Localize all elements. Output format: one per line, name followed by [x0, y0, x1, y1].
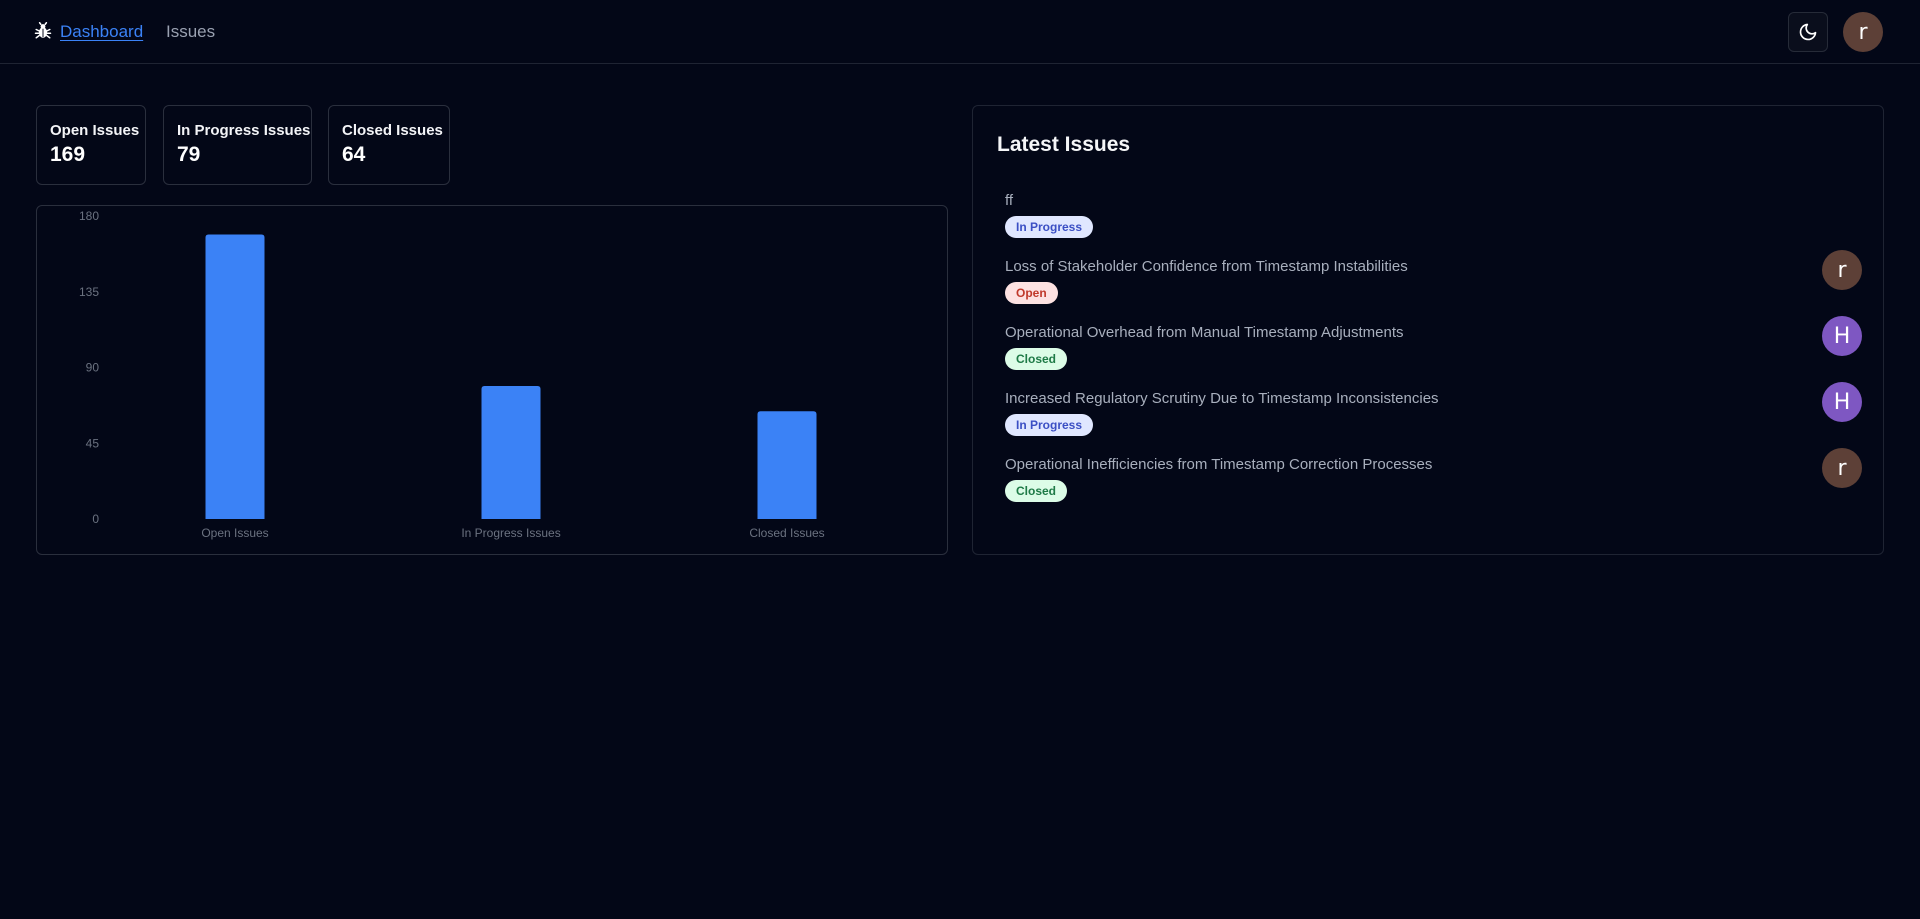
nav-link-issues[interactable]: Issues	[166, 22, 216, 41]
status-badge: Open	[1005, 282, 1058, 304]
x-tick-label: Closed Issues	[749, 526, 824, 540]
moon-icon	[1799, 23, 1817, 41]
stat-label: Closed Issues	[342, 122, 443, 139]
issue-row[interactable]: Operational Overhead from Manual Timesta…	[1005, 316, 1862, 384]
latest-issues-panel: Latest Issues ff In Progress Loss of Stake…	[972, 105, 1884, 555]
bar-closed-issues[interactable]	[757, 411, 817, 519]
nav-link-dashboard[interactable]: Dashboard	[60, 22, 144, 41]
theme-toggle-button[interactable]	[1788, 12, 1828, 52]
latest-issues-title: Latest Issues	[997, 133, 1131, 156]
user-avatar[interactable]: r	[1843, 12, 1883, 52]
assignee-avatar[interactable]: H	[1822, 382, 1862, 422]
stat-value: 169	[50, 143, 86, 166]
top-nav: Dashboard Issues r	[0, 0, 1920, 64]
bar-in-progress-issues[interactable]	[481, 386, 541, 519]
stat-card-closed: Closed Issues 64	[328, 105, 450, 185]
x-tick-label: In Progress Issues	[461, 526, 560, 540]
y-tick-label: 135	[79, 285, 99, 299]
issues-bar-chart: 0 45 90 135 180 Open Issues In Progress Issues…	[36, 205, 948, 555]
stat-card-in-progress: In Progress Issues 79	[163, 105, 312, 185]
issue-row[interactable]: Increased Regulatory Scrutiny Due to Tim…	[1005, 382, 1862, 450]
issue-row[interactable]: ff In Progress	[1005, 192, 1861, 252]
y-tick-label: 45	[86, 436, 100, 450]
y-tick-label: 0	[92, 512, 99, 526]
stat-card-open: Open Issues 169	[36, 105, 146, 185]
status-badge: In Progress	[1005, 414, 1094, 436]
assignee-avatar[interactable]: r	[1822, 448, 1862, 488]
issue-title-link[interactable]: ff	[1005, 192, 1014, 209]
stat-label: Open Issues	[50, 122, 140, 139]
issue-title-link[interactable]: Increased Regulatory Scrutiny Due to Tim…	[1005, 390, 1439, 407]
issue-title-link[interactable]: Operational Inefficiencies from Timestam…	[1005, 456, 1433, 473]
stat-value: 64	[342, 143, 366, 166]
status-badge: Closed	[1005, 480, 1068, 502]
x-tick-label: Open Issues	[201, 526, 268, 540]
y-tick-label: 180	[79, 209, 99, 223]
assignee-avatar[interactable]: H	[1822, 316, 1862, 356]
issue-row[interactable]: Loss of Stakeholder Confidence from Time…	[1005, 250, 1862, 318]
issue-title-link[interactable]: Loss of Stakeholder Confidence from Time…	[1005, 258, 1408, 275]
stat-value: 79	[177, 143, 201, 166]
bar-chart-svg: 0 45 90 135 180 Open Issues In Progress Issues…	[79, 209, 825, 540]
assignee-avatar[interactable]: r	[1822, 250, 1862, 290]
y-tick-label: 90	[86, 361, 100, 375]
status-badge: Closed	[1005, 348, 1068, 370]
status-badge: In Progress	[1005, 216, 1094, 238]
bar-open-issues[interactable]	[205, 234, 265, 519]
bug-icon[interactable]	[34, 22, 52, 40]
issue-row[interactable]: Operational Inefficiencies from Timestam…	[1005, 448, 1862, 516]
issue-title-link[interactable]: Operational Overhead from Manual Timesta…	[1005, 324, 1404, 341]
stat-label: In Progress Issues	[177, 122, 311, 139]
